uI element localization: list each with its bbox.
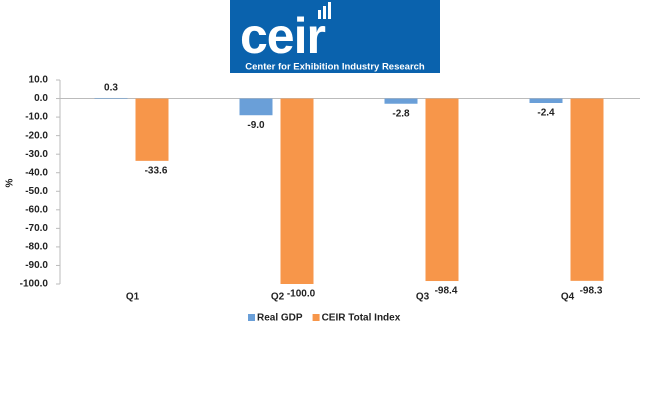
logo-icon <box>328 2 331 19</box>
data-label: -98.4 <box>435 286 458 297</box>
y-tick-label: -100.0 <box>20 279 49 290</box>
bar <box>239 98 273 116</box>
data-label: 0.3 <box>104 83 118 94</box>
y-tick-label: -10.0 <box>25 112 48 123</box>
bar <box>570 98 604 281</box>
data-label: -33.6 <box>145 165 168 176</box>
y-tick-label: -80.0 <box>25 242 48 253</box>
y-tick-label: -20.0 <box>25 130 48 141</box>
x-tick-label: Q4 <box>561 292 575 303</box>
logo-name: ceir <box>240 8 326 64</box>
legend-label: Real GDP <box>257 313 303 324</box>
bar <box>425 98 459 282</box>
legend-label: CEIR Total Index <box>322 313 401 324</box>
logo: ceir Center for Exhibition Industry Rese… <box>230 0 440 73</box>
bar <box>280 98 314 284</box>
y-tick-label: 0.0 <box>34 93 48 104</box>
bar <box>529 98 563 103</box>
bar <box>384 98 418 104</box>
y-tick-label: -30.0 <box>25 149 48 160</box>
y-tick-label: 10.0 <box>29 75 49 86</box>
data-label: -2.4 <box>537 108 555 119</box>
data-label: -9.0 <box>247 120 265 131</box>
y-axis-label: % <box>5 178 16 187</box>
data-label: -100.0 <box>287 289 316 300</box>
x-tick-label: Q3 <box>416 292 430 303</box>
y-tick-label: -70.0 <box>25 223 48 234</box>
logo-icon <box>318 10 321 19</box>
y-tick-label: -60.0 <box>25 204 48 215</box>
data-label: -98.3 <box>580 285 603 296</box>
data-label: -2.8 <box>392 108 410 119</box>
x-tick-label: Q2 <box>271 292 285 303</box>
y-tick-label: -50.0 <box>25 186 48 197</box>
logo-icon <box>323 6 326 19</box>
bar <box>94 97 128 99</box>
bar <box>135 98 169 161</box>
legend-swatch <box>248 314 255 321</box>
y-tick-label: -90.0 <box>25 260 48 271</box>
y-tick-label: -40.0 <box>25 167 48 178</box>
logo-tagline: Center for Exhibition Industry Research <box>245 62 425 73</box>
logo-background <box>230 0 440 73</box>
x-tick-label: Q1 <box>126 292 140 303</box>
legend-swatch <box>312 314 320 321</box>
